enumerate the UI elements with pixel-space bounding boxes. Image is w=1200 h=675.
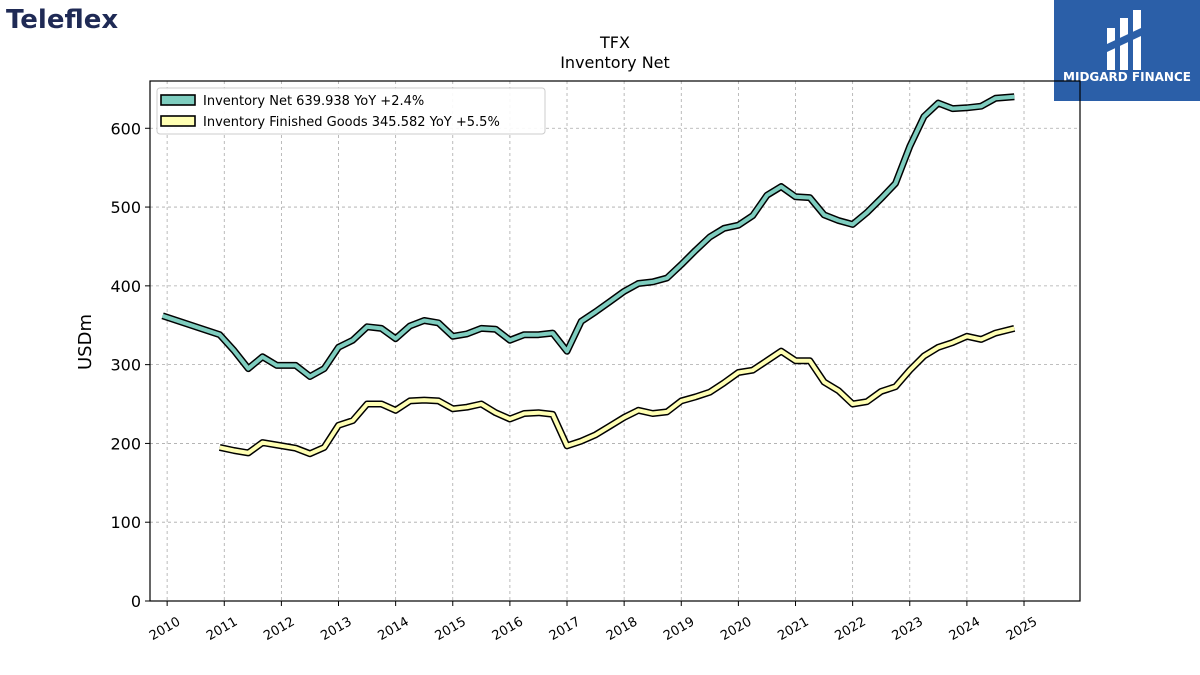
teleflex-logo: Teleflex xyxy=(6,5,118,35)
x-tick-label: 2011 xyxy=(204,614,240,644)
legend: Inventory Net 639.938 YoY +2.4% Inventory… xyxy=(156,87,546,135)
y-axis: 0 100 200 300 400 500 600 xyxy=(110,119,150,611)
series-line-inventory-finished-goods xyxy=(219,326,1015,456)
series-line-inventory-net xyxy=(161,94,1015,379)
y-axis-label: USDm xyxy=(75,314,96,370)
legend-swatch xyxy=(160,115,196,127)
legend-label: Inventory Net 639.938 YoY +2.4% xyxy=(203,94,424,109)
midgard-logo-text: MIDGARD FINANCE xyxy=(1063,70,1191,84)
x-tick-label: 2025 xyxy=(1004,614,1040,644)
series-line-outline xyxy=(161,93,1015,380)
y-tick-label: 100 xyxy=(110,513,141,532)
x-tick-label: 2018 xyxy=(604,614,640,644)
x-axis: 2010 2011 2012 2013 2014 2015 2016 2017 2018 2019… xyxy=(147,601,1040,644)
chart-title: TFX xyxy=(599,33,630,52)
y-tick-label: 600 xyxy=(110,119,141,138)
x-tick-label: 2023 xyxy=(890,614,926,644)
x-tick-label: 2020 xyxy=(718,614,754,644)
y-tick-label: 300 xyxy=(110,356,141,375)
x-tick-label: 2024 xyxy=(947,614,983,644)
x-tick-label: 2016 xyxy=(490,614,526,644)
y-tick-label: 0 xyxy=(131,592,141,611)
y-tick-label: 400 xyxy=(110,277,141,296)
legend-box xyxy=(156,87,546,135)
x-tick-label: 2013 xyxy=(318,614,354,644)
y-tick-label: 200 xyxy=(110,434,141,453)
legend-label: Inventory Finished Goods 345.582 YoY +5.… xyxy=(203,115,500,130)
x-tick-label: 2019 xyxy=(661,614,697,644)
chart-subtitle: Inventory Net xyxy=(560,53,670,72)
x-tick-label: 2010 xyxy=(147,614,183,644)
grid xyxy=(150,81,1080,602)
midgard-finance-logo: MIDGARD FINANCE xyxy=(1054,0,1200,101)
x-tick-label: 2012 xyxy=(261,614,297,644)
midgard-emblem-icon xyxy=(1107,10,1141,70)
x-tick-label: 2021 xyxy=(775,614,811,644)
y-tick-label: 500 xyxy=(110,198,141,217)
x-tick-label: 2017 xyxy=(547,614,583,644)
x-tick-label: 2015 xyxy=(433,614,469,644)
legend-swatch xyxy=(160,94,196,106)
plot-frame xyxy=(149,80,1081,602)
series-lines xyxy=(161,93,1016,458)
x-tick-label: 2014 xyxy=(375,614,411,644)
teleflex-logo-text: Teleflex xyxy=(6,5,118,35)
x-tick-label: 2022 xyxy=(832,614,868,644)
